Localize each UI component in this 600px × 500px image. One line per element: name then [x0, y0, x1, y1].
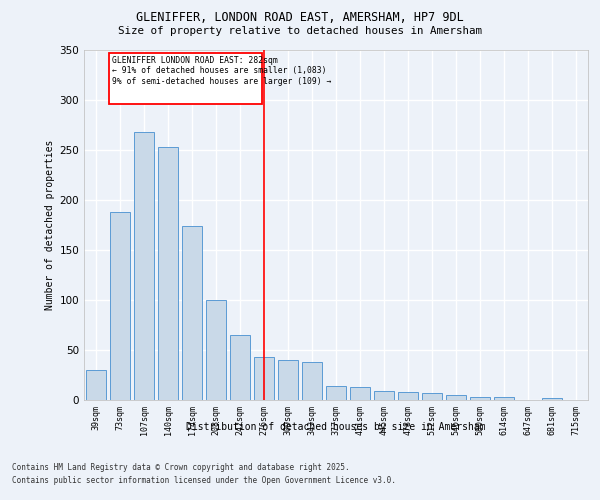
- Bar: [398, 392, 418, 400]
- Text: 9% of semi-detached houses are larger (109) →: 9% of semi-detached houses are larger (1…: [112, 76, 331, 86]
- Bar: [134, 132, 154, 400]
- Bar: [542, 398, 562, 400]
- Bar: [422, 393, 442, 400]
- Bar: [302, 362, 322, 400]
- Bar: [350, 387, 370, 400]
- Bar: [374, 391, 394, 400]
- FancyBboxPatch shape: [109, 53, 262, 104]
- Bar: [206, 300, 226, 400]
- Bar: [230, 335, 250, 400]
- Text: Contains public sector information licensed under the Open Government Licence v3: Contains public sector information licen…: [12, 476, 396, 485]
- Text: Contains HM Land Registry data © Crown copyright and database right 2025.: Contains HM Land Registry data © Crown c…: [12, 462, 350, 471]
- Bar: [278, 360, 298, 400]
- Bar: [446, 395, 466, 400]
- Bar: [326, 386, 346, 400]
- Text: GLENIFFER, LONDON ROAD EAST, AMERSHAM, HP7 9DL: GLENIFFER, LONDON ROAD EAST, AMERSHAM, H…: [136, 11, 464, 24]
- Text: Size of property relative to detached houses in Amersham: Size of property relative to detached ho…: [118, 26, 482, 36]
- Bar: [254, 357, 274, 400]
- Text: GLENIFFER LONDON ROAD EAST: 282sqm: GLENIFFER LONDON ROAD EAST: 282sqm: [112, 56, 278, 64]
- Y-axis label: Number of detached properties: Number of detached properties: [45, 140, 55, 310]
- Text: ← 91% of detached houses are smaller (1,083): ← 91% of detached houses are smaller (1,…: [112, 66, 326, 75]
- Bar: [182, 226, 202, 400]
- Bar: [86, 370, 106, 400]
- Bar: [158, 147, 178, 400]
- Bar: [494, 397, 514, 400]
- Text: Distribution of detached houses by size in Amersham: Distribution of detached houses by size …: [186, 422, 486, 432]
- Bar: [110, 212, 130, 400]
- Bar: [470, 397, 490, 400]
